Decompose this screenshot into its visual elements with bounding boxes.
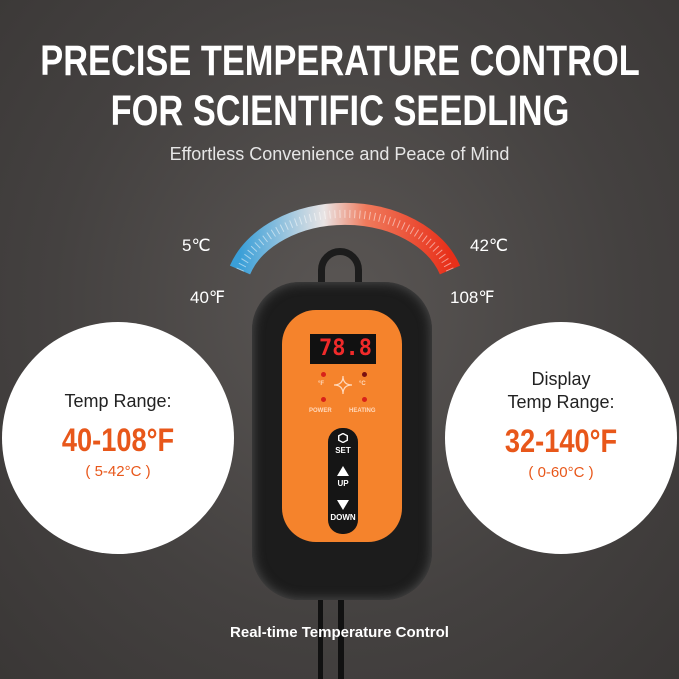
power-led xyxy=(321,397,326,402)
badge-celsius: ( 0-60°C ) xyxy=(528,464,594,481)
max-celsius-label: 42℃ xyxy=(470,236,509,255)
headline-line-2: FOR SCIENTIFIC SEEDLING xyxy=(110,87,569,135)
up-button[interactable]: UP xyxy=(328,462,358,496)
badge-value: 32-140°F xyxy=(504,423,618,459)
heating-label: HEATING xyxy=(349,408,376,414)
temperature-arc-gauge xyxy=(229,202,461,275)
up-label: UP xyxy=(337,479,349,488)
subtitle: Effortless Convenience and Peace of Mind xyxy=(169,144,510,164)
badge-value: 40-108°F xyxy=(61,422,175,458)
fahrenheit-label: °F xyxy=(318,381,325,387)
heating-led xyxy=(362,397,367,402)
badge-heading-2: Temp Range: xyxy=(507,392,615,412)
temp-range-badge: Temp Range: 40-108°F ( 5-42°C ) xyxy=(2,322,234,554)
set-label: SET xyxy=(335,446,351,455)
badge-celsius: ( 5-42°C ) xyxy=(85,463,151,480)
footer-caption: Real-time Temperature Control xyxy=(230,624,449,641)
down-label: DOWN xyxy=(330,513,356,522)
up-arrow-icon xyxy=(337,466,349,476)
badge-heading-1: Display xyxy=(531,369,591,389)
down-button[interactable]: DOWN xyxy=(328,496,358,530)
fahrenheit-led xyxy=(321,372,326,377)
min-fahrenheit-label: 40℉ xyxy=(190,288,226,307)
headline: PRECISE TEMPERATURE CONTROL FOR SCIENTIF… xyxy=(0,36,679,136)
min-celsius-label: 5℃ xyxy=(182,236,211,255)
headline-line-1: PRECISE TEMPERATURE CONTROL xyxy=(39,37,640,85)
power-cable xyxy=(338,596,344,679)
max-fahrenheit-label: 108℉ xyxy=(450,288,495,307)
temperature-display: 78.8 xyxy=(310,334,376,364)
display-range-badge: Display Temp Range: 32-140°F ( 0-60°C ) xyxy=(445,322,677,554)
down-arrow-icon xyxy=(337,500,349,510)
hexagon-icon xyxy=(338,433,348,443)
celsius-led xyxy=(362,372,367,377)
set-button[interactable]: SET xyxy=(328,428,358,462)
sparkle-icon xyxy=(333,375,353,395)
celsius-label: °C xyxy=(359,381,366,387)
button-strip: SET UP DOWN xyxy=(328,428,358,534)
badge-heading: Temp Range: xyxy=(64,391,172,411)
power-label: POWER xyxy=(309,408,332,414)
sensor-cable xyxy=(318,590,323,679)
